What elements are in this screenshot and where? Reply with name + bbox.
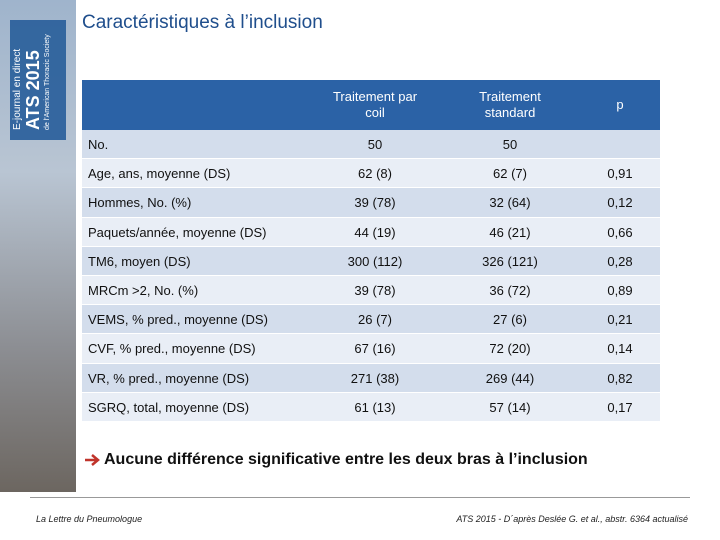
table-cell: 39 (78)	[354, 283, 396, 299]
table-cell: 0,17	[607, 399, 633, 415]
table-row	[82, 130, 660, 160]
table-row	[82, 334, 660, 364]
table-cell: 39 (78)	[354, 195, 396, 211]
table-cell: 0,12	[607, 195, 633, 211]
sidebar-band	[10, 20, 66, 140]
table-row	[82, 188, 660, 218]
row-label: VEMS, % pred., moyenne (DS)	[88, 312, 268, 328]
table-cell: 26 (7)	[358, 312, 392, 328]
table-cell: 50	[367, 137, 383, 153]
sidebar-text: E-journal en direct ATS 2015 de l'Americ…	[12, 20, 51, 130]
table-cell: 0,89	[607, 283, 633, 299]
table-cell: 67 (16)	[354, 341, 396, 357]
table-row	[82, 305, 660, 335]
column-header: Traitement par coil	[332, 89, 418, 120]
footer-left: La Lettre du Pneumologue	[36, 514, 143, 524]
row-label: Age, ans, moyenne (DS)	[88, 166, 231, 182]
table-cell: 0,82	[607, 370, 633, 386]
row-label: SGRQ, total, moyenne (DS)	[88, 399, 250, 415]
table-cell: 44 (19)	[354, 224, 396, 240]
table-cell: 0,21	[607, 312, 633, 328]
table-cell: 36 (72)	[489, 283, 531, 299]
table-cell: 62 (8)	[358, 166, 392, 182]
table-cell: 61 (13)	[354, 399, 396, 415]
table-cell: 32 (64)	[489, 195, 531, 211]
table-cell: 0,66	[607, 224, 633, 240]
row-label: MRCm >2, No. (%)	[88, 283, 199, 299]
table-cell: 62 (7)	[493, 166, 527, 182]
row-label: CVF, % pred., moyenne (DS)	[88, 341, 256, 357]
table-cell: 271 (38)	[350, 370, 400, 386]
row-label: No.	[88, 137, 109, 153]
column-header: p	[616, 97, 624, 112]
conclusion: Aucune différence significative entre le…	[104, 451, 588, 468]
table-row	[82, 246, 660, 276]
table-cell: 72 (20)	[489, 341, 531, 357]
header-row	[82, 80, 660, 130]
table-cell: 27 (6)	[493, 312, 527, 328]
title: Caractéristiques à l’inclusion	[82, 12, 323, 33]
table-cell: 0,91	[607, 166, 633, 182]
sidebar-line: ATS 2015	[23, 50, 43, 130]
table-row	[82, 392, 660, 422]
column-header: Traitement standard	[479, 89, 541, 120]
table-cell: 57 (14)	[489, 399, 531, 415]
sidebar-line: E-journal en direct	[12, 48, 23, 130]
table-row	[82, 276, 660, 306]
row-label: VR, % pred., moyenne (DS)	[88, 370, 250, 386]
table-row	[82, 159, 660, 189]
row-label: Hommes, No. (%)	[88, 195, 192, 211]
table-cell: 326 (121)	[482, 253, 538, 269]
row-label: Paquets/année, moyenne (DS)	[88, 224, 267, 240]
table-row	[82, 217, 660, 247]
table-cell: 269 (44)	[485, 370, 535, 386]
table-cell: 300 (112)	[347, 253, 403, 269]
footer-right: ATS 2015 - D´après Deslée G. et al., abs…	[456, 514, 688, 524]
table-cell: 50	[502, 137, 518, 153]
footer-rule	[30, 497, 690, 498]
table-row	[82, 363, 660, 393]
sidebar-line: de l'American Thoracic Society	[44, 34, 51, 130]
arrow-icon	[85, 454, 100, 466]
row-label: TM6, moyen (DS)	[88, 253, 191, 269]
table-cell: 0,28	[607, 253, 633, 269]
table-cell: 46 (21)	[489, 224, 531, 240]
table-cell: 0,14	[607, 341, 633, 357]
